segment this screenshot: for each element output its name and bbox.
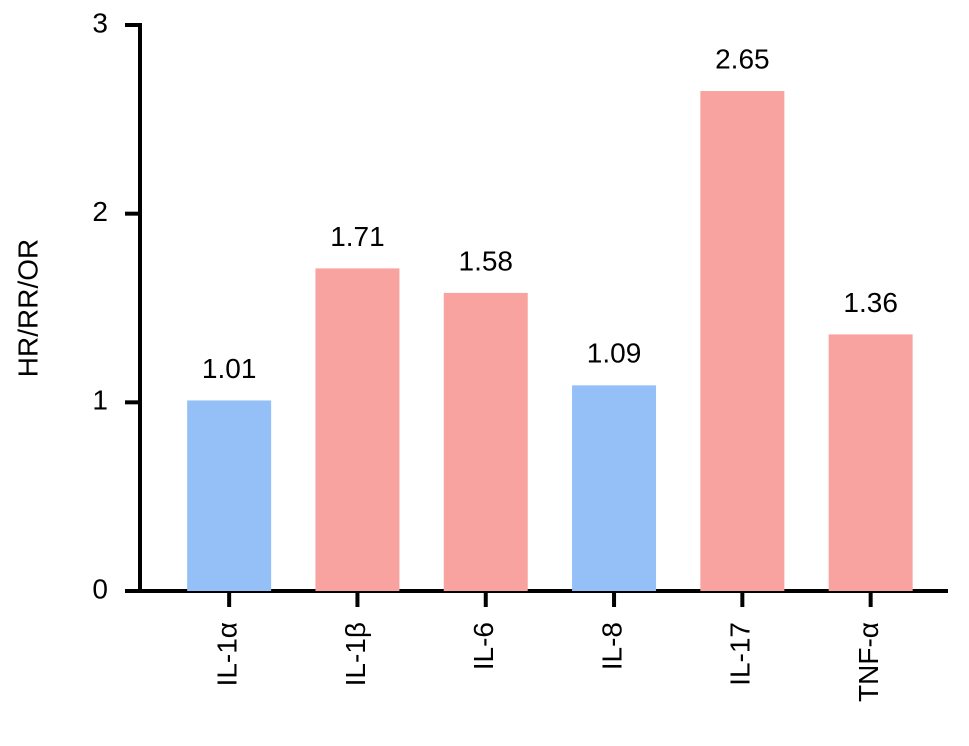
x-tick-label: IL-1β	[340, 622, 371, 686]
y-tick-label: 1	[92, 385, 108, 416]
value-label: 1.36	[843, 287, 898, 318]
y-tick-label: 2	[92, 196, 108, 227]
y-tick-label: 3	[92, 7, 108, 38]
x-tick-label: IL-17	[725, 622, 756, 686]
x-tick-label: IL-8	[596, 622, 627, 670]
x-tick-label: IL-6	[468, 622, 499, 670]
bar	[443, 292, 528, 591]
y-axis-label: HR/RR/OR	[12, 239, 43, 377]
bar	[187, 400, 272, 591]
value-label: 1.01	[202, 353, 257, 384]
bar	[572, 385, 657, 591]
x-tick-label: TNF-α	[853, 622, 884, 702]
value-label: 1.58	[459, 245, 514, 276]
bar	[828, 334, 913, 591]
value-label: 2.65	[715, 43, 770, 74]
value-label: 1.71	[330, 221, 385, 252]
bar	[315, 268, 400, 591]
value-label: 1.09	[587, 338, 642, 369]
bar	[700, 91, 785, 592]
y-tick-label: 0	[92, 573, 108, 604]
x-tick-label: IL-1α	[212, 622, 243, 686]
